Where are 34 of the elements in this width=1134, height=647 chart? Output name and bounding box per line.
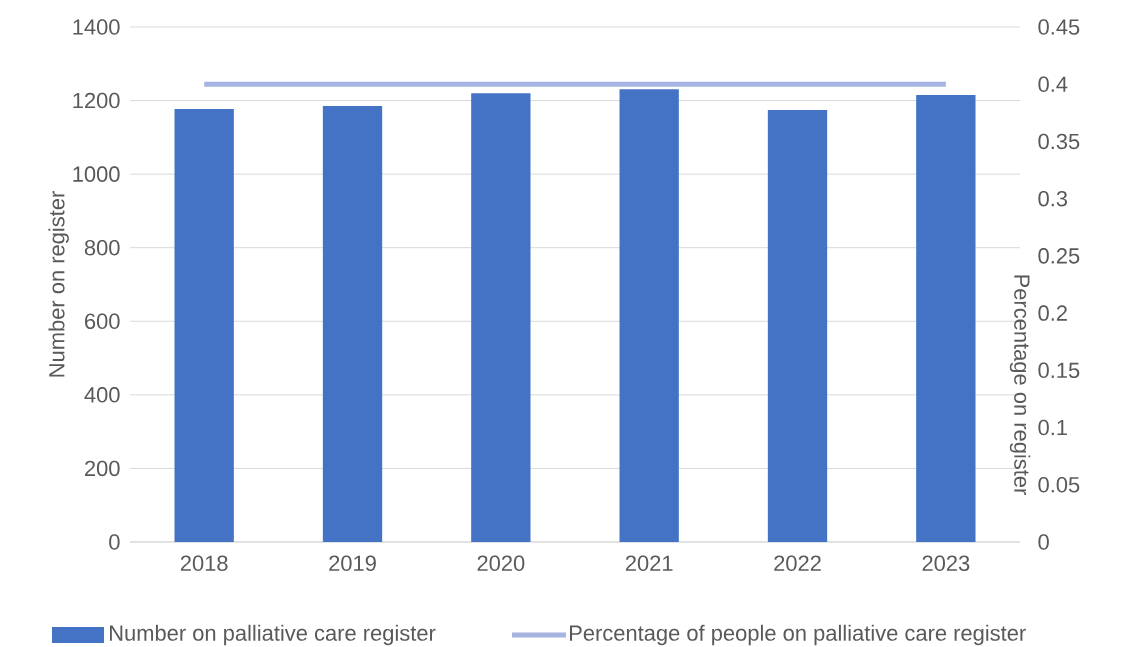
y-tick-label: 400 — [84, 387, 120, 403]
y-tick-label: 600 — [85, 313, 120, 330]
y2-tick-label: 0.25 — [1038, 248, 1080, 264]
x-tick-label: 2020 — [477, 555, 525, 572]
x-tick-label: 2021 — [625, 555, 673, 572]
y2-tick-label: 0.1 — [1038, 419, 1067, 436]
bar — [767, 110, 828, 542]
bar — [619, 89, 679, 542]
y2-axis-title: Percentage on register — [1009, 275, 1031, 495]
y-axis-title: Number on register — [48, 191, 69, 377]
bar — [471, 93, 531, 542]
legend-label: Percentage of people on palliative care register — [570, 624, 1026, 646]
y-tick-label: 1200 — [73, 92, 120, 109]
y2-tick-label: 0.35 — [1038, 133, 1080, 150]
y2-tick-label: 0 — [1038, 534, 1049, 550]
y2-tick-label: 0.15 — [1038, 362, 1080, 379]
bar — [916, 95, 976, 542]
bar — [322, 106, 383, 542]
y2-tick-label: 0.05 — [1038, 477, 1080, 493]
x-tick-label: 2023 — [922, 555, 970, 572]
y-tick-label: 200 — [85, 460, 120, 477]
x-tick-label: 2018 — [180, 555, 228, 572]
y-tick-label: 0 — [109, 534, 120, 550]
y2-tick-label: 0.3 — [1038, 190, 1068, 207]
x-tick-label: 2019 — [329, 555, 376, 572]
y-tick-label: 1400 — [73, 19, 120, 35]
y2-tick-label: 0.4 — [1038, 76, 1068, 92]
bar — [174, 109, 234, 542]
y2-tick-label: 0.2 — [1038, 305, 1067, 321]
y2-tick-label: 0.45 — [1038, 19, 1080, 35]
y-tick-label: 1000 — [73, 166, 120, 182]
x-tick-label: 2022 — [774, 555, 821, 572]
y-tick-label: 800 — [84, 239, 120, 256]
legend-label: Number on palliative care register — [110, 624, 436, 646]
